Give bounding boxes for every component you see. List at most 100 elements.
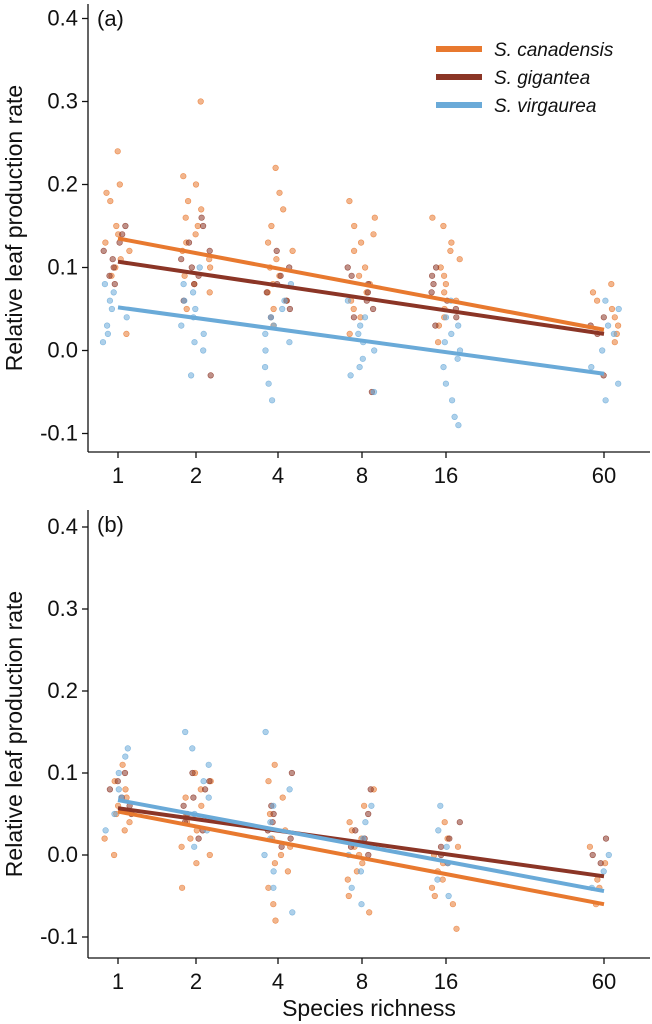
data-point bbox=[440, 222, 447, 230]
data-point bbox=[180, 281, 187, 288]
data-point bbox=[195, 835, 202, 842]
data-point bbox=[101, 281, 108, 288]
x-tick-label: 16 bbox=[434, 969, 458, 994]
data-point bbox=[351, 222, 358, 230]
data-point bbox=[614, 322, 622, 329]
data-point bbox=[207, 264, 214, 271]
data-point bbox=[101, 835, 108, 842]
data-point bbox=[200, 347, 207, 354]
data-point bbox=[119, 761, 126, 768]
data-point bbox=[289, 247, 296, 254]
data-point bbox=[271, 860, 279, 867]
data-point bbox=[123, 330, 130, 338]
data-point bbox=[345, 892, 352, 900]
fit-line bbox=[117, 236, 605, 332]
data-point bbox=[368, 802, 375, 809]
data-point bbox=[371, 347, 378, 354]
data-point bbox=[447, 247, 454, 254]
data-point bbox=[122, 222, 129, 230]
data-point bbox=[359, 860, 366, 867]
data-point bbox=[183, 305, 190, 313]
data-point bbox=[196, 264, 203, 271]
legend-label: S. virgaurea bbox=[494, 96, 596, 117]
data-point bbox=[286, 786, 293, 793]
data-point bbox=[276, 189, 283, 196]
y-tick-label: -0.1 bbox=[40, 924, 78, 949]
data-point bbox=[361, 802, 368, 809]
x-tick-label: 16 bbox=[434, 463, 458, 488]
data-point bbox=[280, 206, 287, 213]
data-point bbox=[111, 810, 118, 818]
data-point bbox=[454, 843, 462, 850]
data-point bbox=[206, 778, 213, 785]
x-tick-label: 8 bbox=[356, 463, 368, 488]
data-point bbox=[271, 761, 278, 768]
data-point bbox=[190, 289, 197, 296]
data-point bbox=[190, 794, 197, 801]
data-point bbox=[100, 247, 107, 254]
data-point bbox=[116, 181, 123, 188]
data-point bbox=[442, 314, 450, 321]
data-point bbox=[370, 231, 377, 238]
data-point bbox=[106, 272, 113, 279]
data-point bbox=[449, 397, 456, 404]
data-point bbox=[104, 330, 111, 338]
y-tick-label: 0.4 bbox=[47, 514, 78, 539]
data-point bbox=[456, 256, 463, 263]
data-point bbox=[437, 802, 444, 809]
data-point bbox=[267, 314, 275, 321]
x-tick-label: 1 bbox=[112, 463, 124, 488]
legend: S. canadensis S. gigantea S. virgaurea bbox=[436, 40, 614, 117]
data-point bbox=[193, 860, 200, 867]
data-point bbox=[268, 222, 275, 230]
data-point bbox=[362, 819, 369, 826]
data-point bbox=[357, 322, 364, 329]
data-point bbox=[449, 901, 457, 908]
data-point bbox=[262, 364, 269, 371]
data-point bbox=[115, 786, 122, 793]
data-point bbox=[194, 222, 201, 230]
data-point bbox=[189, 769, 196, 777]
data-point bbox=[611, 314, 618, 321]
y-tick-label: 0.1 bbox=[47, 760, 78, 785]
data-point bbox=[357, 868, 365, 875]
data-point bbox=[191, 339, 198, 346]
data-point bbox=[121, 827, 128, 834]
panel-b: 0.4 0.3 0.2 0.1 0.0 -0.1 1 2 4 8 16 60 Relative leaf… bbox=[1, 510, 650, 1021]
data-point bbox=[106, 786, 113, 793]
data-point bbox=[205, 794, 212, 801]
x-tick-label: 2 bbox=[190, 463, 202, 488]
data-point bbox=[272, 917, 279, 924]
data-point bbox=[442, 380, 450, 387]
data-point bbox=[263, 289, 270, 296]
data-point bbox=[599, 347, 606, 354]
data-point bbox=[608, 281, 615, 288]
data-point bbox=[448, 330, 455, 338]
data-point bbox=[600, 868, 607, 875]
data-point bbox=[189, 745, 196, 752]
data-point bbox=[364, 289, 372, 296]
y-tick-label: 0.0 bbox=[47, 338, 78, 363]
data-point bbox=[344, 264, 351, 271]
x-axis-title: Species richness bbox=[282, 995, 456, 1021]
data-point bbox=[588, 364, 595, 371]
data-point bbox=[429, 272, 436, 279]
data-point bbox=[608, 305, 616, 313]
data-point bbox=[187, 835, 194, 842]
data-point bbox=[445, 892, 452, 900]
data-point bbox=[371, 214, 378, 221]
fit-line bbox=[117, 806, 605, 879]
data-point bbox=[262, 728, 269, 736]
data-point bbox=[610, 330, 618, 338]
data-point bbox=[348, 884, 355, 891]
data-point bbox=[188, 372, 195, 379]
data-point bbox=[262, 347, 269, 354]
data-point bbox=[281, 297, 288, 304]
data-point bbox=[265, 778, 272, 785]
data-point bbox=[188, 264, 195, 271]
data-point bbox=[435, 827, 442, 834]
data-point bbox=[270, 810, 277, 818]
data-point bbox=[273, 256, 280, 263]
x-tick-label: 2 bbox=[190, 969, 202, 994]
x-tick-label: 60 bbox=[592, 463, 616, 488]
